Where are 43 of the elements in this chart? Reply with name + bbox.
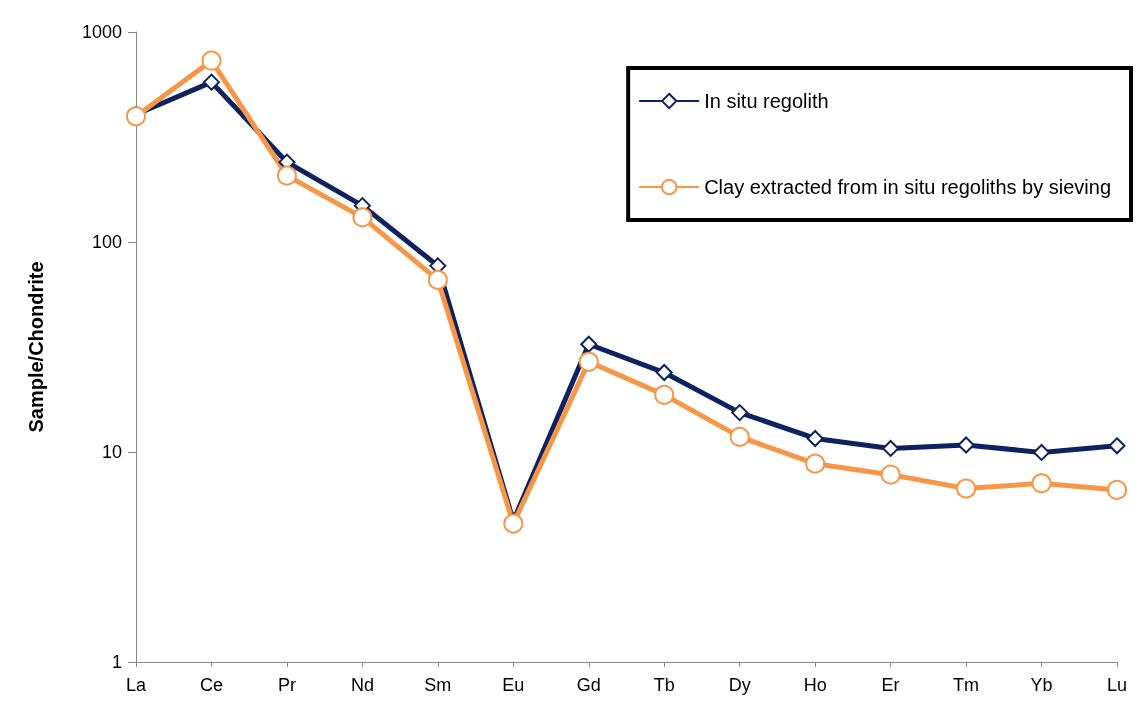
point <box>276 165 297 186</box>
point <box>957 436 975 454</box>
x-tick-label: Tm <box>953 675 980 695</box>
point <box>880 464 901 485</box>
y-tick-label: 1000 <box>81 22 122 42</box>
point <box>580 335 598 353</box>
point <box>201 50 222 71</box>
x-tick-label: Gd <box>576 675 601 695</box>
x-tick-label: Yb <box>1030 675 1053 695</box>
point <box>731 404 749 422</box>
point <box>729 426 750 447</box>
y-tick-label: 1 <box>111 652 122 672</box>
point <box>578 351 599 372</box>
point <box>956 478 977 499</box>
point <box>1033 443 1051 461</box>
point <box>882 439 900 457</box>
x-tick-label: La <box>125 675 147 695</box>
point <box>352 207 373 228</box>
x-tick-label: Er <box>881 675 900 695</box>
point <box>654 384 675 405</box>
point <box>806 429 824 447</box>
point <box>1107 479 1127 500</box>
x-tick-label: Tb <box>653 675 675 695</box>
x-tick-label: Dy <box>728 675 751 695</box>
x-tick-label: Eu <box>502 675 525 695</box>
legend-label: Clay extracted from in situ regoliths by sieving <box>704 176 1112 198</box>
x-tick-label: Pr <box>277 675 296 695</box>
x-tick-label: Ho <box>803 675 827 695</box>
point <box>1031 473 1052 494</box>
point <box>1108 437 1126 455</box>
x-tick-label: Ce <box>199 675 223 695</box>
y-tick-label: 10 <box>101 442 122 462</box>
point <box>805 453 826 474</box>
x-tick-label: Nd <box>350 675 374 695</box>
point <box>427 269 448 290</box>
x-tick-label: Sm <box>424 675 452 695</box>
point <box>503 513 524 534</box>
point <box>655 364 673 382</box>
x-tick-label: Lu <box>1106 675 1128 695</box>
y-axis-title: Sample/Chondrite <box>25 261 47 433</box>
y-tick-label: 100 <box>91 232 122 252</box>
point <box>202 73 220 91</box>
legend-label: In situ regolith <box>704 90 829 112</box>
